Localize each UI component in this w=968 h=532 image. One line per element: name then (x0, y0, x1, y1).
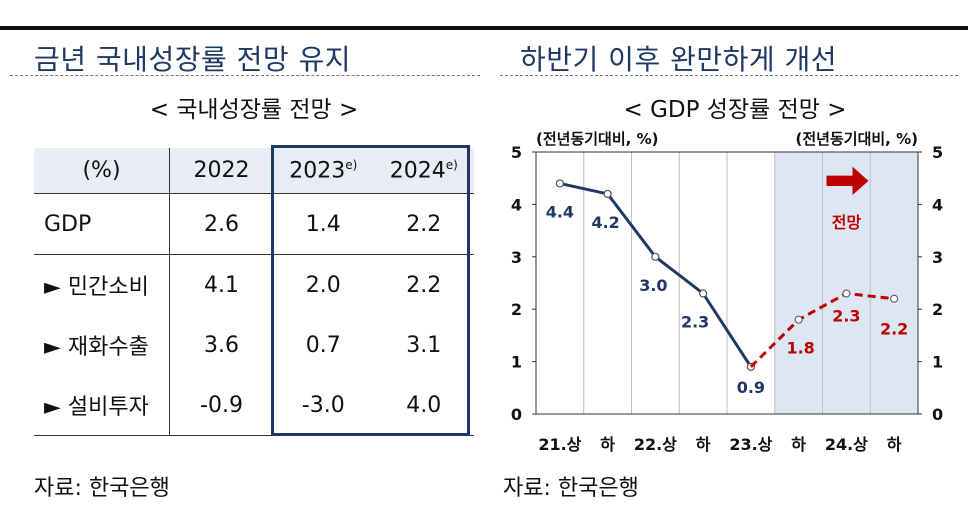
header-2024-label: 2024 (389, 158, 446, 184)
data-point (842, 289, 851, 298)
y-tick-label-left: 2 (511, 300, 522, 319)
y-tick-label-left: 4 (511, 195, 522, 214)
row-label: ► 재화수출 (34, 315, 170, 375)
cell: 2.6 (169, 193, 273, 255)
cell: -3.0 (273, 375, 374, 436)
x-tick-label: 22.상 (634, 435, 677, 454)
row-label: ► 설비투자 (34, 375, 170, 436)
data-point (890, 294, 899, 303)
left-section-title: 금년 국내성장률 전망 유지 (34, 43, 352, 76)
data-label: 1.8 (786, 339, 814, 358)
header-2023-label: 2023 (289, 158, 346, 184)
table-row: ► 민간소비 4.1 2.0 2.2 (34, 254, 474, 315)
x-tick-label: 하 (600, 435, 615, 454)
right-title-rule (500, 75, 958, 76)
y-unit-left: (전년동기대비, %) (536, 130, 658, 148)
cell: 2.0 (305, 272, 341, 298)
row-label: ► 민간소비 (34, 254, 170, 315)
data-point (651, 252, 660, 261)
y-tick-label-left: 5 (511, 143, 522, 162)
cell: 4.1 (204, 272, 239, 298)
data-point (794, 315, 803, 324)
header-2023-sup: e) (345, 157, 358, 172)
table-subtitle: < 국내성장률 전망 > (149, 97, 359, 123)
data-label: 2.2 (880, 320, 908, 339)
x-tick-label: 24.상 (825, 435, 868, 454)
chart-subtitle: < GDP 성장률 전망 > (623, 97, 847, 123)
top-rule (0, 26, 968, 30)
x-tick-label: 23.상 (729, 435, 772, 454)
data-label: 2.3 (832, 306, 860, 325)
table-row: ► 재화수출 3.6 0.7 3.1 (34, 315, 474, 375)
cell: 2.2 (373, 193, 474, 255)
data-label: 4.4 (546, 202, 574, 221)
x-tick-label: 하 (791, 435, 806, 454)
y-tick-label-right: 1 (932, 353, 943, 372)
data-point (699, 289, 708, 298)
cell: 0.7 (305, 332, 341, 358)
forecast-highlight-box (271, 145, 470, 436)
y-unit-right: (전년동기대비, %) (796, 130, 918, 148)
left-source: 자료: 한국은행 (34, 476, 170, 501)
forecast-label: 전망 (832, 213, 862, 232)
cell: 3.1 (406, 332, 442, 358)
table-row: ► 설비투자 -0.9 -3.0 4.0 (34, 375, 474, 436)
header-2022: 2022 (169, 148, 273, 194)
header-2024-sup: e) (445, 157, 458, 172)
right-section-title: 하반기 이후 완만하게 개선 (520, 43, 838, 76)
cell: 1.4 (273, 193, 374, 255)
header-2024: 2024e) (373, 148, 474, 194)
y-tick-label-right: 3 (932, 248, 943, 267)
y-tick-label-left: 1 (511, 353, 522, 372)
cell: 3.6 (204, 332, 239, 358)
plot-frame (535, 151, 919, 415)
gdp-line-chart: 0 01 12 23 34 45 5(전년동기대비, %) (전년동기대비, %)21.상 하 2… (511, 130, 943, 454)
y-tick-label-right: 0 (932, 405, 943, 424)
row-label: GDP (34, 193, 170, 255)
right-source: 자료: 한국은행 (503, 476, 639, 501)
data-point (555, 179, 564, 188)
forecast-arrow (826, 166, 869, 195)
y-tick-label-left: 3 (511, 248, 522, 267)
data-label: 2.3 (681, 312, 709, 331)
header-2023: 2023e) (273, 148, 374, 194)
y-tick-label-left: 0 (511, 405, 522, 424)
table-row: GDP 2.6 1.4 2.2 (34, 193, 474, 255)
x-tick-label: 하 (696, 435, 711, 454)
y-tick-label-right: 5 (932, 143, 943, 162)
data-label: 4.2 (591, 213, 619, 232)
x-tick-label: 하 (887, 435, 902, 454)
forecast-region (774, 152, 918, 414)
cell: -0.9 (169, 375, 273, 436)
header-unit: (%) (34, 148, 170, 194)
table-header-row: (%) 2022 2023e) 2024e) (34, 148, 474, 194)
data-point (603, 189, 612, 199)
growth-table: (%) 2022 2023e) 2024e) GDP 2.6 1.4 2.2 ►… (34, 148, 474, 436)
left-title-rule (10, 75, 480, 76)
cell: 2.2 (406, 272, 442, 298)
data-label: 3.0 (639, 276, 667, 295)
y-tick-label-right: 2 (932, 300, 943, 319)
x-tick-label: 21.상 (538, 435, 581, 454)
data-label: 0.9 (737, 378, 765, 397)
y-tick-label-right: 4 (932, 195, 943, 214)
cell: 4.0 (373, 375, 474, 436)
series-line (749, 291, 895, 368)
